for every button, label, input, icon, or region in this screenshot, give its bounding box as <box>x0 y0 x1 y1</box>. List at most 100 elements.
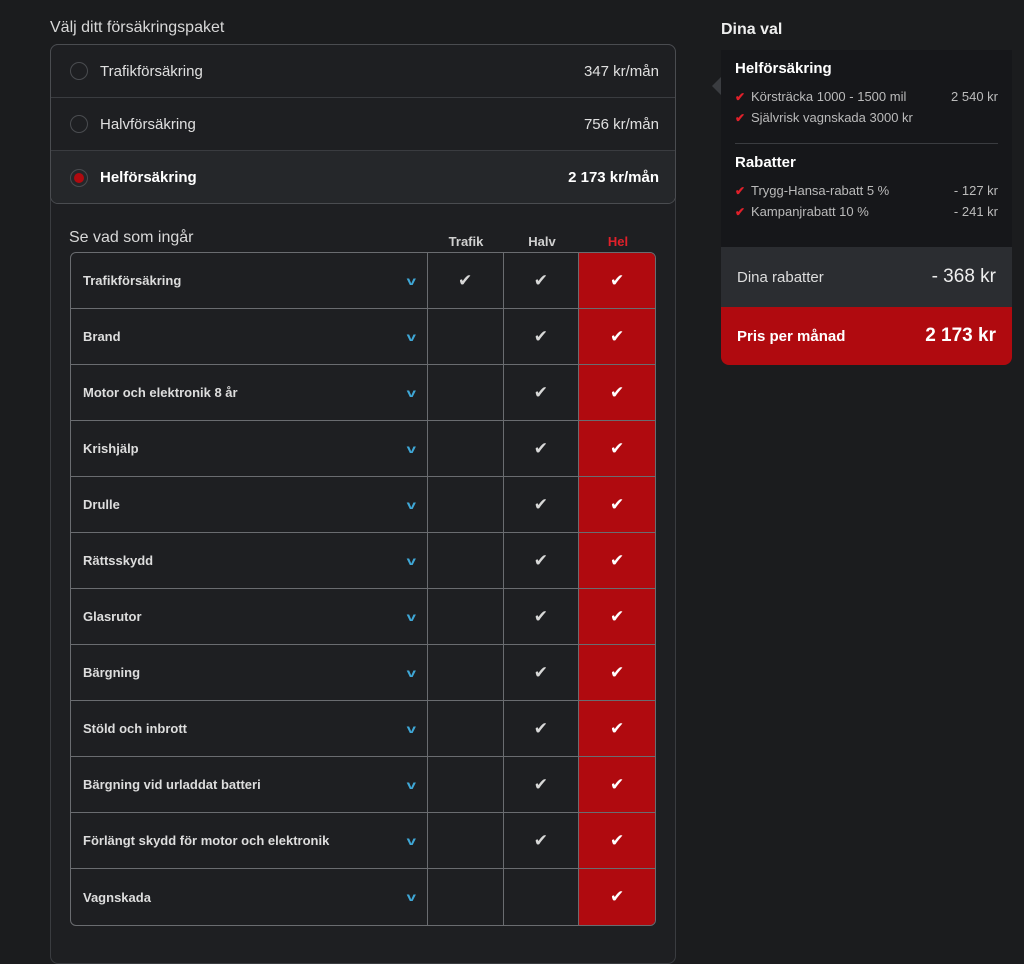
check-icon: ✔ <box>610 550 625 570</box>
check-icon: ✔ <box>533 830 549 850</box>
check-icon: ✔ <box>610 326 625 346</box>
item-label: Trygg-Hansa-rabatt 5 % <box>751 183 890 198</box>
package-summary: Helförsäkring ✔ Körsträcka 1000 - 1500 mi… <box>721 50 1012 144</box>
package-summary-title: Helförsäkring <box>735 60 832 77</box>
halv-cell: ✔ <box>504 533 580 588</box>
coverage-expander[interactable]: Brand v <box>71 309 428 364</box>
chevron-down-icon[interactable]: v <box>406 890 417 904</box>
coverage-expander[interactable]: Stöld och inbrott v <box>71 701 428 756</box>
discount-total-value: - 368 kr <box>931 266 996 287</box>
package-option[interactable]: Halvförsäkring 756 kr/mån <box>51 98 675 151</box>
check-icon: ✔ <box>610 830 625 850</box>
trafik-cell <box>428 365 504 420</box>
radio-button[interactable] <box>70 168 88 187</box>
coverage-expander[interactable]: Vagnskada v <box>71 869 428 925</box>
trafik-cell <box>428 757 504 812</box>
column-header-halv: Halv <box>528 234 556 249</box>
table-row: Motor och elektronik 8 år v ✔ ✔ <box>71 365 655 421</box>
item-label: Självrisk vagnskada 3000 kr <box>751 110 913 125</box>
coverage-label: Motor och elektronik 8 år <box>83 385 238 400</box>
pointer-arrow <box>712 77 721 95</box>
table-row: Trafikförsäkring v ✔ ✔ ✔ <box>71 253 655 309</box>
trafik-cell <box>428 421 504 476</box>
halv-cell: ✔ <box>504 253 580 308</box>
chevron-down-icon[interactable]: v <box>406 665 417 680</box>
halv-cell: ✔ <box>504 757 580 812</box>
chevron-down-icon[interactable]: v <box>406 609 417 624</box>
chevron-down-icon[interactable]: v <box>406 273 417 288</box>
summary-item: ✔ Körsträcka 1000 - 1500 mil 2 540 kr <box>735 86 998 107</box>
halv-cell: ✔ <box>504 365 580 420</box>
item-label: Kampanjrabatt 10 % <box>751 204 869 219</box>
item-label: Körsträcka 1000 - 1500 mil <box>751 89 907 104</box>
hel-cell: ✔ <box>579 253 655 308</box>
option-price: 756 kr/mån <box>583 115 659 133</box>
trafik-cell <box>428 477 504 532</box>
chevron-down-icon[interactable]: v <box>406 553 417 568</box>
halv-cell: ✔ <box>504 477 580 532</box>
coverage-expander[interactable]: Trafikförsäkring v <box>71 253 428 308</box>
halv-cell: ✔ <box>504 309 580 364</box>
summary-title: Dina val <box>721 21 783 38</box>
coverage-label: Rättsskydd <box>83 553 154 568</box>
discounts-summary: Rabatter ✔ Trygg-Hansa-rabatt 5 % - 127 kr… <box>721 144 1012 222</box>
check-icon: ✔ <box>735 89 746 104</box>
included-title: Se vad som ingår <box>69 229 194 246</box>
trafik-cell <box>428 813 504 868</box>
coverage-label: Trafikförsäkring <box>83 273 182 288</box>
chevron-down-icon[interactable]: v <box>406 721 417 736</box>
table-row: Krishjälp v ✔ ✔ <box>71 421 655 477</box>
table-row: Brand v ✔ ✔ <box>71 309 655 365</box>
radio-button[interactable] <box>70 115 88 133</box>
coverage-expander[interactable]: Glasrutor v <box>71 589 428 644</box>
divider <box>735 143 998 144</box>
check-icon: ✔ <box>458 270 473 290</box>
chevron-down-icon[interactable]: v <box>406 329 417 344</box>
coverage-expander[interactable]: Rättsskydd v <box>71 533 428 588</box>
coverage-expander[interactable]: Motor och elektronik 8 år v <box>71 365 428 420</box>
check-icon: ✔ <box>533 550 549 570</box>
halv-cell: ✔ <box>504 813 580 868</box>
table-row: Glasrutor v ✔ ✔ <box>71 589 655 645</box>
chevron-down-icon[interactable]: v <box>406 833 417 848</box>
package-option[interactable]: Trafikförsäkring 347 kr/mån <box>51 45 675 98</box>
check-icon: ✔ <box>533 326 549 346</box>
table-row: Vagnskada v ✔ <box>71 869 655 925</box>
summary-item: ✔ Självrisk vagnskada 3000 kr <box>735 107 998 128</box>
chevron-down-icon[interactable]: v <box>406 385 417 400</box>
coverage-expander[interactable]: Drulle v <box>71 477 428 532</box>
check-icon: ✔ <box>533 438 549 458</box>
table-row: Bärgning vid urladdat batteri v ✔ ✔ <box>71 757 655 813</box>
check-icon: ✔ <box>533 662 549 682</box>
coverage-table: Trafikförsäkring v ✔ ✔ ✔ Brand v ✔ ✔ Motor och el… <box>70 252 656 926</box>
coverage-label: Förlängt skydd för motor och elektronik <box>83 833 330 848</box>
coverage-label: Bärgning vid urladdat batteri <box>83 777 261 792</box>
halv-cell <box>504 869 580 925</box>
check-icon: ✔ <box>610 718 625 738</box>
chevron-down-icon[interactable]: v <box>406 497 417 512</box>
coverage-expander[interactable]: Bärgning vid urladdat batteri v <box>71 757 428 812</box>
check-icon: ✔ <box>533 774 549 794</box>
chevron-down-icon[interactable]: v <box>406 777 417 792</box>
summary-item: ✔ Trygg-Hansa-rabatt 5 % - 127 kr <box>735 180 998 201</box>
coverage-label: Vagnskada <box>83 889 151 905</box>
coverage-label: Stöld och inbrott <box>83 721 187 736</box>
package-option[interactable]: Helförsäkring 2 173 kr/mån <box>51 151 675 203</box>
discount-total: Dina rabatter - 368 kr <box>721 247 1012 307</box>
chevron-down-icon[interactable]: v <box>406 441 417 456</box>
trafik-cell <box>428 645 504 700</box>
item-value: - 241 kr <box>953 204 998 219</box>
coverage-expander[interactable]: Krishjälp v <box>71 421 428 476</box>
radio-button[interactable] <box>70 62 88 80</box>
hel-cell: ✔ <box>579 701 655 756</box>
coverage-expander[interactable]: Bärgning v <box>71 645 428 700</box>
option-price: 347 kr/mån <box>583 62 659 80</box>
package-options: Trafikförsäkring 347 kr/mån Halvförsäkring… <box>50 44 676 204</box>
check-icon: ✔ <box>610 494 625 514</box>
check-icon: ✔ <box>610 382 625 402</box>
check-icon: ✔ <box>610 606 625 626</box>
coverage-expander[interactable]: Förlängt skydd för motor och elektronik v <box>71 813 428 868</box>
hel-cell: ✔ <box>579 309 655 364</box>
check-icon: ✔ <box>610 662 625 682</box>
check-icon: ✔ <box>610 270 625 290</box>
